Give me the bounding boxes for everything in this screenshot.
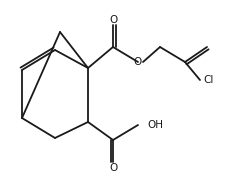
Text: O: O — [134, 57, 142, 67]
Text: O: O — [109, 163, 117, 173]
Text: OH: OH — [147, 120, 163, 130]
Text: O: O — [109, 15, 117, 25]
Text: Cl: Cl — [204, 75, 214, 85]
